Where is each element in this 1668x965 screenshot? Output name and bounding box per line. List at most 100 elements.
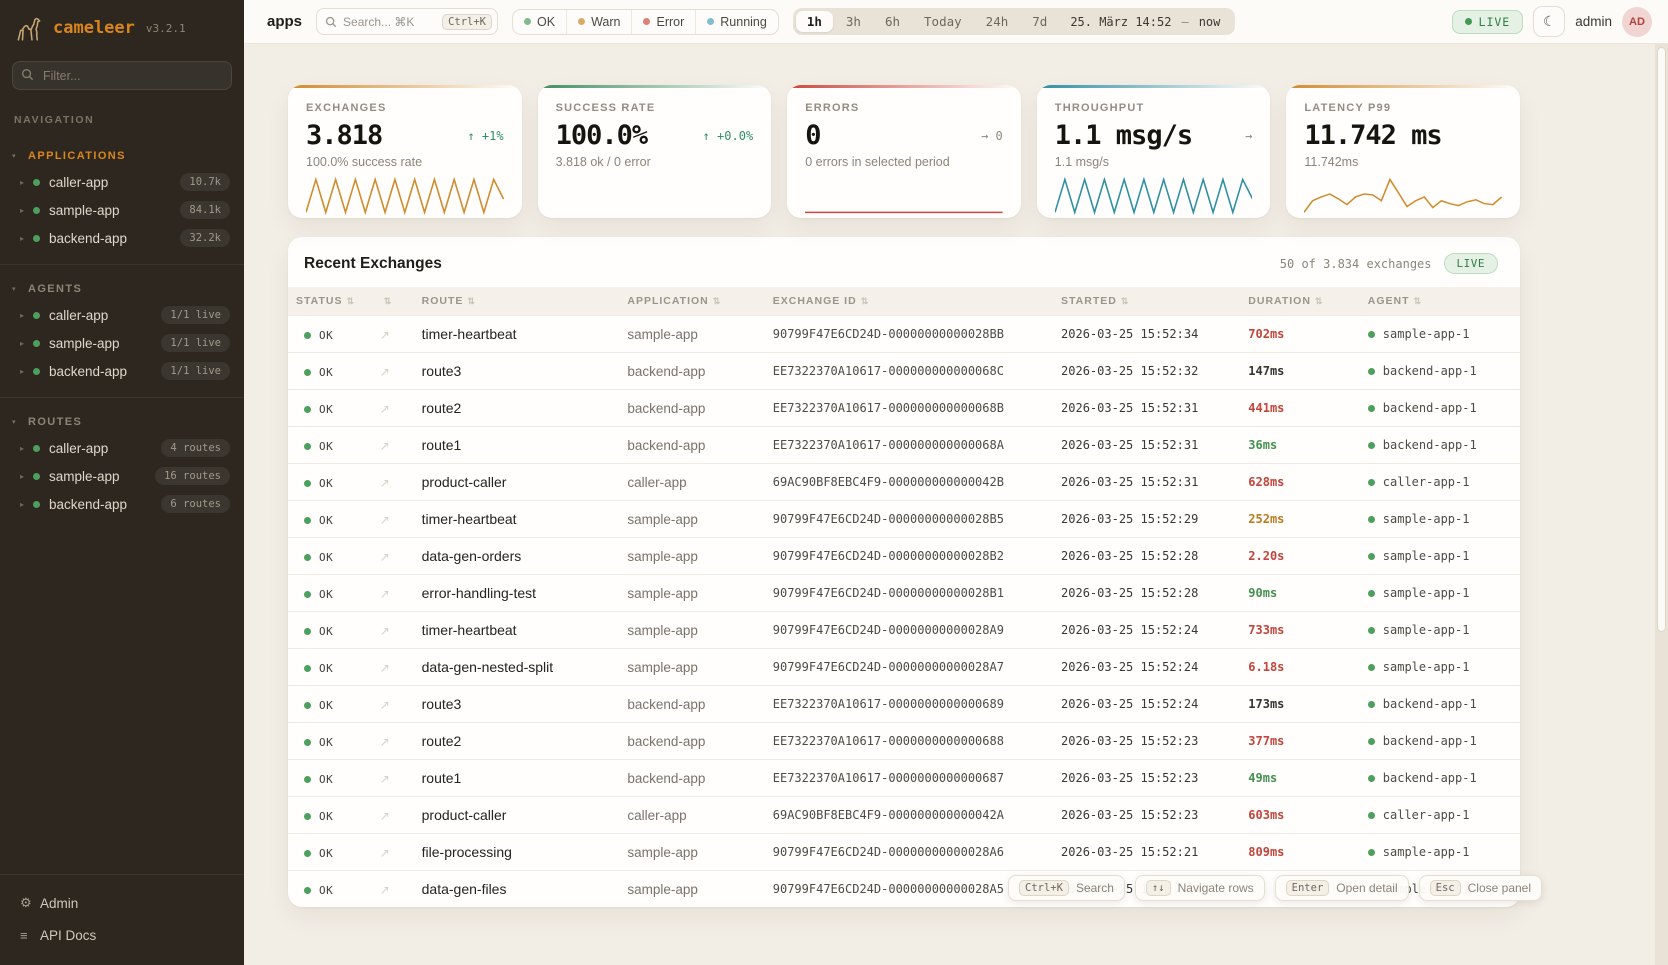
sidebar-item[interactable]: ▸ backend-app 1/1 live — [0, 357, 244, 385]
live-toggle-button[interactable]: LIVE — [1451, 9, 1524, 34]
avatar[interactable]: AD — [1622, 6, 1652, 37]
open-exchange-icon[interactable]: ↗ — [379, 734, 390, 749]
ok-status-dot-icon — [304, 516, 311, 524]
sort-icon[interactable]: ⇅ — [1413, 296, 1423, 306]
global-search[interactable]: Ctrl+K — [316, 8, 499, 35]
table-row[interactable]: OK ↗ route3 backend-app EE7322370A10617-… — [288, 685, 1520, 723]
sort-icon[interactable]: ⇅ — [1314, 296, 1324, 306]
brand-version: v3.2.1 — [145, 21, 186, 35]
sidebar-footer-item[interactable]: ⚙ Admin — [0, 887, 244, 919]
filter-input[interactable] — [12, 61, 232, 90]
open-exchange-icon[interactable]: ↗ — [379, 771, 390, 786]
exchange-id-cell: 90799F47E6CD24D-00000000000028B5 — [772, 512, 1004, 526]
table-row[interactable]: OK ↗ timer-heartbeat sample-app 90799F47… — [288, 315, 1520, 353]
status-filter-chip[interactable]: Running — [695, 9, 778, 34]
sidebar-item[interactable]: ▸ sample-app 1/1 live — [0, 329, 244, 357]
column-header[interactable]: AGENT ⇅ — [1367, 295, 1423, 307]
open-exchange-icon[interactable]: ↗ — [379, 808, 390, 823]
hint-key: Esc — [1429, 880, 1461, 896]
sidebar-item[interactable]: ▸ caller-app 1/1 live — [0, 301, 244, 329]
open-exchange-icon[interactable]: ↗ — [379, 438, 390, 453]
table-row[interactable]: OK ↗ file-processing sample-app 90799F47… — [288, 833, 1520, 871]
column-header[interactable]: EXCHANGE ID ⇅ — [772, 295, 870, 307]
exchange-id-cell: 69AC90BF8EBC4F9-000000000000042A — [772, 808, 1004, 822]
sort-icon[interactable]: ⇅ — [346, 296, 355, 306]
open-exchange-icon[interactable]: ↗ — [379, 512, 390, 527]
column-header[interactable]: DURATION ⇅ — [1248, 295, 1324, 307]
open-exchange-icon[interactable]: ↗ — [379, 586, 390, 601]
sidebar-item[interactable]: ▸ backend-app 6 routes — [0, 490, 244, 518]
sidebar-item[interactable]: ▸ backend-app 32.2k — [0, 224, 244, 252]
brand: cameleer v3.2.1 — [0, 0, 244, 53]
table-row[interactable]: OK ↗ product-caller caller-app 69AC90BF8… — [288, 463, 1520, 501]
sidebar-item[interactable]: ▸ caller-app 10.7k — [0, 168, 244, 196]
time-range-chip[interactable]: 6h — [884, 14, 901, 29]
sidebar-section-header[interactable]: ▾ ROUTES — [0, 408, 244, 434]
application-cell: backend-app — [627, 770, 706, 786]
table-row[interactable]: OK ↗ route1 backend-app EE7322370A10617-… — [288, 426, 1520, 464]
table-row[interactable]: OK ↗ data-gen-nested-split sample-app 90… — [288, 648, 1520, 686]
sidebar-section-header[interactable]: ▾ APPLICATIONS — [0, 142, 244, 168]
kpi-delta: → 0 — [981, 128, 1003, 143]
time-range-chip[interactable]: 1h — [795, 11, 833, 32]
table-row[interactable]: OK ↗ route2 backend-app EE7322370A10617-… — [288, 389, 1520, 427]
exchange-id-cell: 90799F47E6CD24D-00000000000028A5 — [772, 882, 1004, 896]
sidebar-item[interactable]: ▸ caller-app 4 routes — [0, 434, 244, 462]
sidebar-section-header[interactable]: ▾ AGENTS — [0, 275, 244, 301]
kpi-subtitle: 0 errors in selected period — [805, 155, 950, 169]
sort-icon[interactable]: ⇅ — [1120, 296, 1130, 306]
open-exchange-icon[interactable]: ↗ — [379, 697, 390, 712]
open-exchange-icon[interactable]: ↗ — [379, 327, 390, 342]
time-range-chip[interactable]: 3h — [845, 14, 861, 29]
table-row[interactable]: OK ↗ route2 backend-app EE7322370A10617-… — [288, 722, 1520, 760]
open-exchange-icon[interactable]: ↗ — [379, 475, 390, 490]
sidebar-item[interactable]: ▸ sample-app 16 routes — [0, 462, 244, 490]
status-dot-icon — [33, 178, 40, 186]
camel-logo-icon — [14, 15, 44, 41]
search-input[interactable] — [343, 14, 437, 29]
exchanges-table: STATUS ⇅ ⇅ ROUTE ⇅ APPLICATION ⇅ EXCHANGE I… — [288, 287, 1520, 907]
column-header[interactable]: STARTED ⇅ — [1061, 295, 1130, 307]
started-cell: 2026-03-25 15:52:24 — [1061, 697, 1199, 711]
application-cell: sample-app — [627, 881, 698, 897]
status-filter-chip[interactable]: Error — [631, 9, 695, 34]
status-filter-chip[interactable]: Warn — [566, 9, 631, 34]
time-range-chip[interactable]: Today — [924, 14, 962, 29]
column-header[interactable]: ROUTE ⇅ — [421, 295, 476, 307]
date-range[interactable]: 25. März 14:52 — now — [1060, 15, 1232, 29]
sidebar-item[interactable]: ▸ sample-app 84.1k — [0, 196, 244, 224]
table-row[interactable]: OK ↗ route3 backend-app EE7322370A10617-… — [288, 352, 1520, 390]
open-exchange-icon[interactable]: ↗ — [379, 401, 390, 416]
table-row[interactable]: OK ↗ timer-heartbeat sample-app 90799F47… — [288, 611, 1520, 649]
ok-status-dot-icon — [304, 849, 311, 857]
open-exchange-icon[interactable]: ↗ — [379, 845, 390, 860]
table-row[interactable]: OK ↗ route1 backend-app EE7322370A10617-… — [288, 759, 1520, 797]
section-collapse-icon: ▾ — [12, 153, 16, 160]
table-row[interactable]: OK ↗ product-caller caller-app 69AC90BF8… — [288, 796, 1520, 834]
open-exchange-icon[interactable]: ↗ — [379, 882, 390, 897]
open-exchange-icon[interactable]: ↗ — [379, 364, 390, 379]
theme-toggle-button[interactable]: ☾ — [1533, 6, 1566, 37]
open-exchange-icon[interactable]: ↗ — [379, 623, 390, 638]
sidebar: cameleer v3.2.1 NAVIGATION ▾ APPLICATION… — [0, 0, 244, 965]
sort-icon[interactable]: ⇅ — [467, 296, 476, 306]
route-cell: route3 — [421, 696, 462, 712]
column-header[interactable]: APPLICATION ⇅ — [627, 295, 722, 307]
sort-icon[interactable]: ⇅ — [712, 296, 722, 306]
sort-icon[interactable]: ⇅ — [860, 296, 870, 306]
time-range-chip[interactable]: 24h — [985, 14, 1009, 29]
status-filter-chip[interactable]: OK — [513, 10, 566, 34]
time-range-chip[interactable]: 7d — [1032, 14, 1048, 29]
table-row[interactable]: OK ↗ error-handling-test sample-app 9079… — [288, 574, 1520, 612]
agent-cell: sample-app-1 — [1382, 549, 1470, 563]
scrollbar[interactable] — [1655, 44, 1668, 965]
open-exchange-icon[interactable]: ↗ — [379, 660, 390, 675]
table-row[interactable]: OK ↗ data-gen-orders sample-app 90799F47… — [288, 537, 1520, 575]
table-row[interactable]: OK ↗ timer-heartbeat sample-app 90799F47… — [288, 500, 1520, 538]
column-header[interactable]: STATUS ⇅ — [296, 295, 355, 307]
column-header[interactable]: ⇅ — [372, 287, 414, 316]
sidebar-footer-item[interactable]: ≡ API Docs — [0, 919, 244, 951]
sort-icon[interactable]: ⇅ — [383, 296, 393, 306]
open-exchange-icon[interactable]: ↗ — [379, 549, 390, 564]
scrollbar-thumb[interactable] — [1657, 47, 1666, 632]
